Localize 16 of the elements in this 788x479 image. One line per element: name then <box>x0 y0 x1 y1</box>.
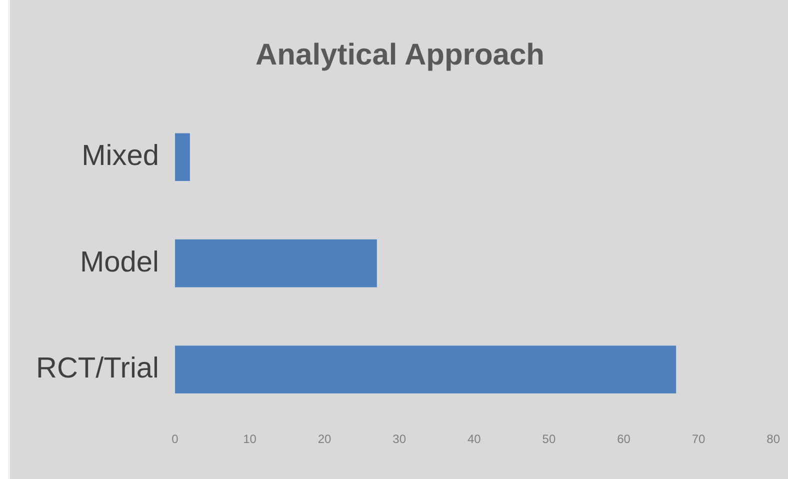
y-tick-label: RCT/Trial <box>36 352 159 384</box>
x-tick-label: 60 <box>617 432 631 446</box>
y-tick-label: Model <box>80 246 159 278</box>
x-tick-label: 50 <box>542 432 556 446</box>
x-tick-label: 10 <box>243 432 257 446</box>
x-tick-label: 0 <box>172 432 179 446</box>
x-tick-label: 30 <box>392 432 406 446</box>
y-tick-label: Mixed <box>82 140 159 172</box>
x-tick-label: 80 <box>766 432 780 446</box>
bar <box>174 239 377 288</box>
chart-title: Analytical Approach <box>256 38 544 72</box>
bar <box>174 346 676 394</box>
bar <box>174 133 190 181</box>
x-tick-label: 40 <box>467 432 482 446</box>
x-tick-label: 20 <box>318 432 332 446</box>
x-tick-label: 70 <box>692 432 706 446</box>
